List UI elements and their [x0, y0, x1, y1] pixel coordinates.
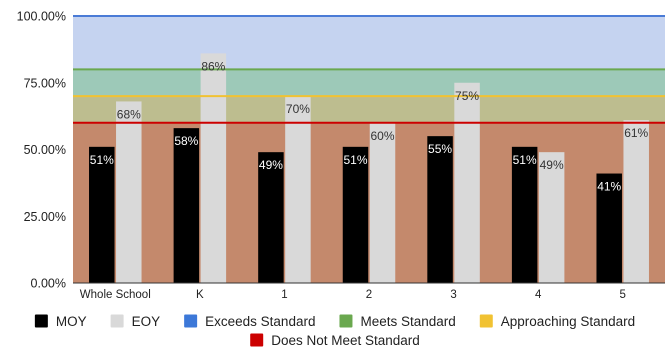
legend-swatch-exceeds-standard	[184, 314, 198, 328]
x-tick-label: 3	[450, 289, 456, 301]
bar-moy	[258, 152, 284, 283]
band-exceeds-standard	[73, 16, 665, 70]
legend-label-approaching-standard: Approaching Standard	[501, 314, 635, 329]
band-does-not-meet-standard	[73, 122, 665, 283]
legend-swatch-does-not-meet-standard	[250, 333, 264, 347]
legend-label-exceeds-standard: Exceeds Standard	[205, 314, 315, 329]
data-label-moy: 58%	[174, 134, 198, 148]
bar-moy	[173, 128, 200, 283]
data-label-moy: 55%	[428, 142, 452, 156]
legend-swatch-moy	[34, 314, 48, 328]
bar-moy	[89, 146, 115, 283]
legend-label-moy: MOY	[56, 314, 87, 329]
data-label-eoy: 75%	[455, 89, 479, 103]
x-tick-label: 1	[281, 289, 287, 301]
band-meets-standard	[73, 69, 665, 97]
data-label-eoy: 68%	[117, 107, 141, 121]
band-approaching-standard	[73, 96, 665, 123]
data-label-eoy: 70%	[286, 102, 310, 116]
legend-swatch-approaching-standard	[479, 314, 493, 328]
legend-label-does-not-meet-standard: Does Not Meet Standard	[271, 333, 420, 347]
bar-eoy	[623, 120, 649, 283]
x-tick-label: 5	[620, 289, 626, 301]
legend-swatch-eoy	[110, 314, 124, 328]
bar-eoy	[200, 53, 227, 283]
data-label-eoy: 60%	[370, 129, 394, 143]
x-tick-label: Whole School	[80, 289, 151, 301]
data-label-eoy: 86%	[201, 59, 225, 73]
data-label-eoy: 61%	[624, 126, 648, 140]
data-label-moy: 41%	[597, 180, 621, 194]
bar-eoy	[454, 82, 480, 283]
legend-swatch-meets-standard	[339, 314, 353, 328]
legend-label-meets-standard: Meets Standard	[360, 314, 455, 329]
x-tick-label: 4	[535, 289, 542, 301]
data-label-moy: 51%	[513, 153, 537, 167]
data-label-moy: 51%	[343, 153, 367, 167]
bar-eoy	[369, 122, 396, 283]
x-tick-label: K	[196, 289, 204, 301]
data-label-eoy: 49%	[540, 158, 564, 172]
bar-eoy	[116, 101, 142, 283]
x-tick-label: 2	[366, 289, 372, 301]
y-tick-label: 75.00%	[24, 76, 66, 90]
bar-moy	[342, 146, 369, 283]
legend-label-eoy: EOY	[132, 314, 161, 329]
y-tick-label: 100.00%	[17, 10, 66, 24]
data-label-moy: 51%	[90, 153, 114, 167]
y-tick-label: 25.00%	[24, 210, 66, 224]
y-tick-label: 50.00%	[24, 143, 66, 157]
bar-eoy	[538, 152, 565, 283]
bar-moy	[511, 146, 538, 283]
bar-eoy	[285, 96, 311, 283]
data-label-moy: 49%	[259, 158, 283, 172]
y-tick-label: 0.00%	[31, 277, 66, 291]
bar-moy	[427, 136, 453, 283]
bar-moy	[596, 173, 622, 283]
